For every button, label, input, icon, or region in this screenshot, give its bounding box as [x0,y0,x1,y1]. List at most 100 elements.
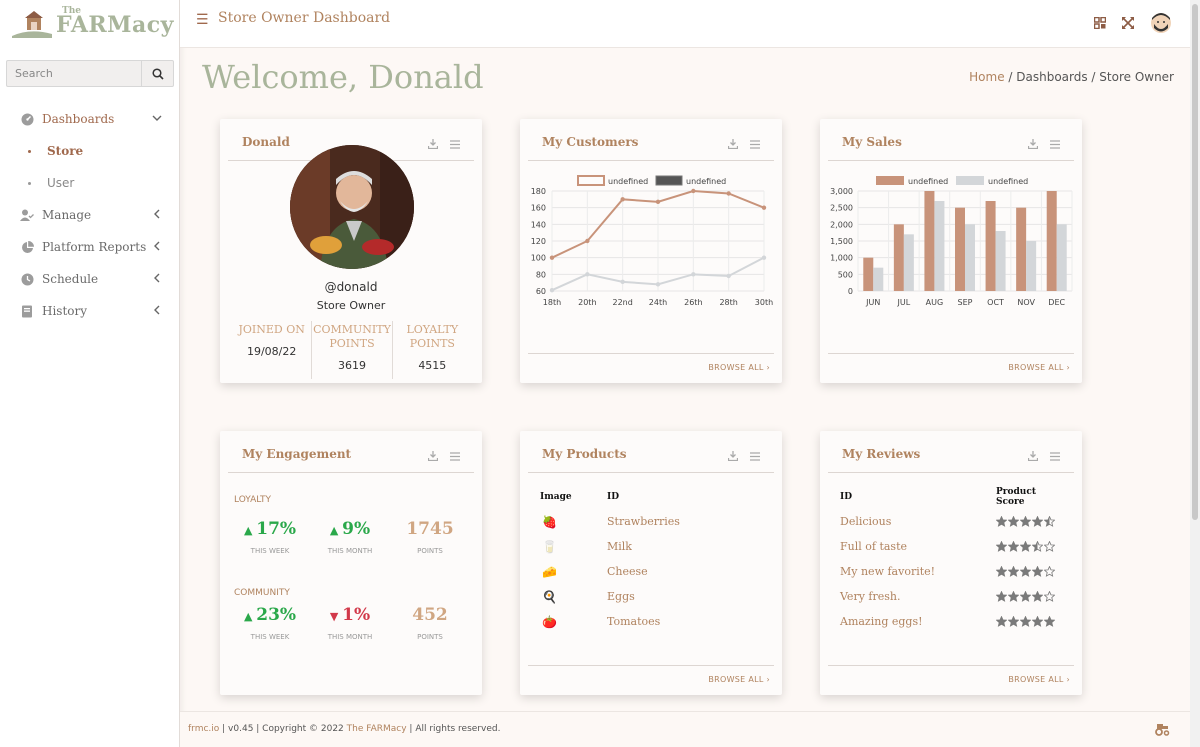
breadcrumb-dashboards[interactable]: Dashboards [1016,70,1088,84]
product-name[interactable]: Tomatoes [607,615,661,628]
table-row[interactable]: Amazing eggs! [840,609,1066,634]
sidebar-item-dashboards[interactable]: Dashboards [0,103,180,135]
logo[interactable]: The FARMacy [10,6,175,42]
card-title: My Products [542,447,627,461]
download-icon[interactable] [428,139,438,149]
review-title[interactable]: Amazing eggs! [840,615,923,628]
star-full-icon [1008,591,1019,602]
table-row[interactable]: 🍳 Eggs [540,584,766,609]
y-tick-label: 80 [536,270,546,279]
header-title: Store Owner Dashboard [218,10,391,26]
review-title[interactable]: Very fresh. [840,590,901,603]
chevron-left-icon [154,305,160,315]
card-tools [728,139,760,149]
bar [934,201,945,291]
star-full-icon [1020,591,1031,602]
egg-icon: 🍳 [542,589,557,604]
table-row[interactable]: 🥛 Milk [540,534,766,559]
engagement-value: ▲ 23% [230,605,310,625]
browse-all-link[interactable]: BROWSE ALL › [708,363,770,372]
engagement-group-label: LOYALTY [234,495,272,505]
sidebar-item-manage[interactable]: Manage [0,199,180,231]
x-tick-label: JUN [865,298,880,307]
grid-apps-icon[interactable] [1094,17,1106,29]
bar [873,267,884,291]
sidebar: The FARMacy Dashboards Store User [0,0,180,747]
product-name[interactable]: Eggs [607,590,635,603]
page-title: Welcome, Donald [202,58,484,96]
y-tick-label: 60 [536,287,546,296]
footer-brand-link[interactable]: The FARMacy [346,724,407,734]
download-icon[interactable] [1028,139,1038,149]
sidebar-item-user[interactable]: User [0,167,180,199]
cheese-icon: 🧀 [542,564,557,579]
column-header-score: Product Score [996,487,1036,507]
star-full-icon [1032,566,1043,577]
card-footer: BROWSE ALL › [528,665,774,695]
stat-loyalty-points: LOYALTY POINTS 4515 [393,321,472,379]
engagement-label: THIS WEEK [250,633,290,641]
table-row[interactable]: My new favorite! [840,559,1066,584]
fullscreen-icon[interactable] [1122,17,1134,29]
star-rating [996,616,1066,627]
card-tools [1028,139,1060,149]
table-row[interactable]: 🧀 Cheese [540,559,766,584]
star-half-icon [1032,541,1043,552]
menu-icon[interactable] [450,451,460,461]
barn-logo-icon [12,11,52,38]
product-name[interactable]: Cheese [607,565,648,578]
menu-icon[interactable] [1050,451,1060,461]
menu-icon[interactable] [750,451,760,461]
stat-community-points: COMMUNITY POINTS 3619 [312,321,393,379]
product-name[interactable]: Milk [607,540,632,553]
y-tick-label: 2,000 [830,220,853,229]
browse-all-link[interactable]: BROWSE ALL › [708,675,770,684]
browse-all-link[interactable]: BROWSE ALL › [1008,675,1070,684]
footer-text: frmc.io | v0.45 | Copyright © 2022 The F… [188,724,500,734]
table-header: ID Product Score [840,485,1066,509]
scrollbar-thumb[interactable] [1192,4,1198,520]
customers-card: My Customers 60 80 100 120 140 160 180 18th 20th… [520,119,782,383]
table-row[interactable]: 🍅 Tomatoes [540,609,766,634]
engagement-value: 452 [412,605,448,625]
menu-icon[interactable] [750,139,760,149]
footer-site-link[interactable]: frmc.io [188,724,220,734]
product-name[interactable]: Strawberries [607,515,680,528]
table-header: Image ID [540,485,766,509]
download-icon[interactable] [428,451,438,461]
sidebar-item-schedule[interactable]: Schedule [0,263,180,295]
value-text: 1% [342,605,371,625]
page-scrollbar[interactable] [1190,0,1200,747]
sidebar-item-platform-reports[interactable]: Platform Reports [0,231,180,263]
strawberry-icon: 🍓 [542,514,557,529]
bullet-icon [28,149,31,153]
data-point [691,272,696,277]
bar [903,234,914,291]
stat-value: 3619 [337,359,366,372]
data-point [549,255,555,260]
star-empty-icon [1044,591,1055,602]
legend-swatch [577,175,605,186]
hamburger-menu-icon[interactable]: ☰ [196,12,209,28]
download-icon[interactable] [1028,451,1038,461]
menu-icon[interactable] [1050,139,1060,149]
sidebar-item-history[interactable]: History [0,295,180,327]
review-title[interactable]: My new favorite! [840,565,936,578]
download-icon[interactable] [728,451,738,461]
review-title[interactable]: Full of taste [840,540,907,553]
review-title[interactable]: Delicious [840,515,892,528]
user-avatar-icon[interactable] [1150,12,1172,34]
table-row[interactable]: Full of taste [840,534,1066,559]
breadcrumb-home[interactable]: Home [969,70,1005,84]
table-row[interactable]: Delicious [840,509,1066,534]
menu-icon[interactable] [450,139,460,149]
browse-all-link[interactable]: BROWSE ALL › [1008,363,1070,372]
download-icon[interactable] [728,139,738,149]
table-row[interactable]: 🍓 Strawberries [540,509,766,534]
x-tick-label: JUL [897,298,911,307]
sidebar-item-store[interactable]: Store [0,135,180,167]
card-tools [728,451,760,461]
search-input[interactable] [6,60,141,87]
search-button[interactable] [141,60,174,87]
table-row[interactable]: Very fresh. [840,584,1066,609]
